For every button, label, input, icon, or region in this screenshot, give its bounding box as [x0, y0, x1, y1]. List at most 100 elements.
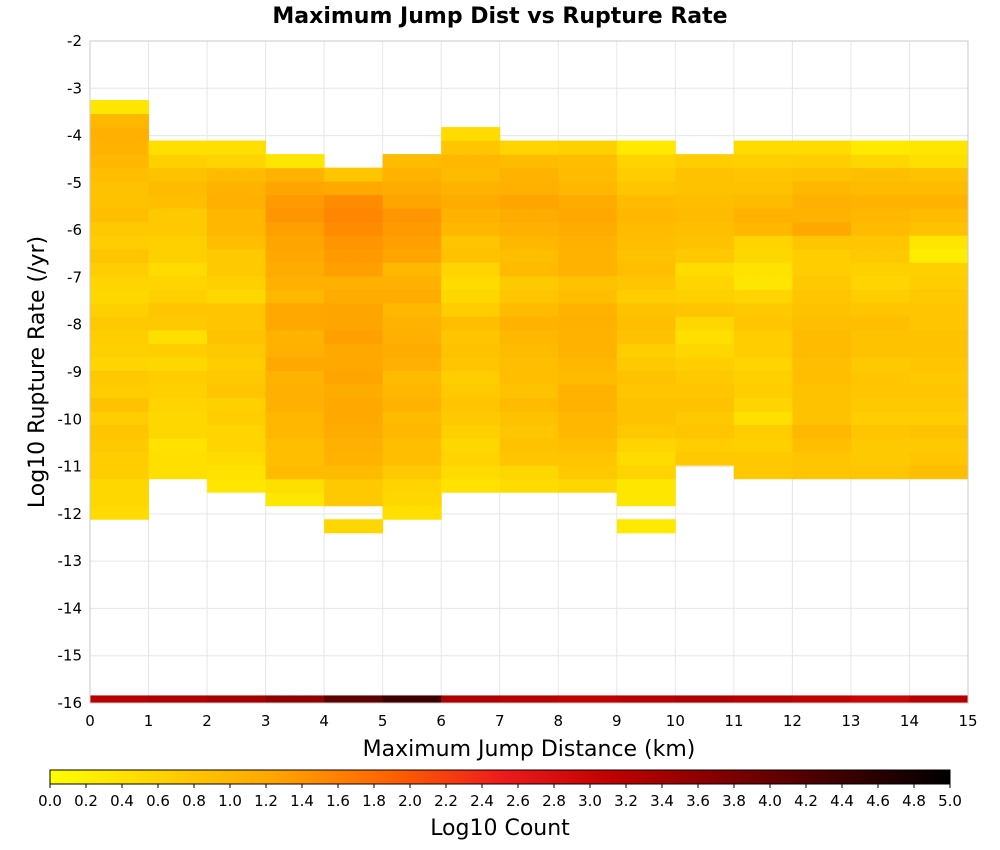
heatmap-cell: [90, 302, 150, 317]
heatmap-cell: [616, 262, 676, 277]
heatmap-cell: [558, 154, 618, 169]
colorbar-tick-label: 0.6: [146, 792, 170, 810]
heatmap-cell: [265, 329, 325, 344]
heatmap-cell: [792, 451, 852, 466]
heatmap-cell: [616, 194, 676, 209]
heatmap-cell: [675, 424, 735, 439]
heatmap-cell: [90, 478, 150, 493]
heatmap-cell: [265, 397, 325, 412]
colorbar-tick-label: 4.8: [902, 792, 926, 810]
heatmap-cell: [909, 221, 969, 236]
heatmap-cell: [90, 194, 150, 209]
heatmap-cell: [499, 329, 559, 344]
heatmap-cell: [265, 262, 325, 277]
heatmap-cell: [499, 343, 559, 358]
heatmap-cell: [207, 411, 267, 426]
heatmap-cell: [148, 438, 208, 453]
heatmap-cell: [441, 221, 501, 236]
heatmap-cell: [675, 438, 735, 453]
heatmap-cell: [850, 181, 910, 196]
colorbar-tick-label: 3.8: [722, 792, 746, 810]
heatmap-cell: [148, 181, 208, 196]
heatmap-cell: [148, 262, 208, 277]
heatmap-cell: [675, 289, 735, 304]
heatmap-cell: [148, 356, 208, 371]
heatmap-cell-bottom-row: [499, 695, 559, 703]
heatmap-cell: [675, 208, 735, 223]
heatmap-cell: [207, 289, 267, 304]
heatmap-cell: [324, 519, 384, 534]
heatmap-cell: [441, 451, 501, 466]
heatmap-cell: [207, 451, 267, 466]
heatmap-cell: [558, 208, 618, 223]
heatmap-cell: [909, 302, 969, 317]
heatmap-cell: [909, 208, 969, 223]
colorbar-tick-label: 3.4: [650, 792, 674, 810]
heatmap-cell: [499, 356, 559, 371]
heatmap-cell: [792, 370, 852, 385]
heatmap-cell: [909, 329, 969, 344]
heatmap-cell: [499, 262, 559, 277]
x-tick-label: 13: [841, 712, 860, 730]
colorbar: [49, 769, 951, 785]
heatmap-cell: [441, 262, 501, 277]
heatmap-cell: [675, 221, 735, 236]
heatmap-cell: [148, 384, 208, 399]
heatmap-cell: [207, 181, 267, 196]
heatmap-cell: [265, 478, 325, 493]
heatmap-cell: [382, 356, 442, 371]
heatmap-cell: [558, 370, 618, 385]
heatmap-cell: [90, 505, 150, 520]
heatmap-cell: [90, 492, 150, 507]
colorbar-tick-label: 1.4: [290, 792, 314, 810]
heatmap-cell: [90, 262, 150, 277]
heatmap-cell: [207, 465, 267, 480]
heatmap-cell: [850, 167, 910, 182]
heatmap-cell: [675, 262, 735, 277]
heatmap-cell: [441, 289, 501, 304]
heatmap-cell: [733, 181, 793, 196]
colorbar-tick-label: 1.6: [326, 792, 350, 810]
heatmap-cell: [441, 127, 501, 142]
heatmap-cell: [90, 113, 150, 128]
heatmap-cell: [148, 370, 208, 385]
heatmap-cell: [207, 167, 267, 182]
heatmap-cell: [324, 356, 384, 371]
heatmap-cell: [324, 235, 384, 250]
heatmap-cell: [909, 194, 969, 209]
colorbar-tick-label: 4.0: [758, 792, 782, 810]
heatmap-cell: [90, 235, 150, 250]
heatmap-cell: [148, 329, 208, 344]
heatmap-cell: [148, 465, 208, 480]
heatmap-cell: [207, 384, 267, 399]
heatmap-cell: [90, 208, 150, 223]
heatmap-cell: [850, 424, 910, 439]
heatmap-cell: [90, 451, 150, 466]
heatmap-cell: [558, 316, 618, 331]
heatmap-cell: [207, 208, 267, 223]
heatmap-cell: [90, 397, 150, 412]
heatmap-cell: [90, 356, 150, 371]
x-axis-label: Maximum Jump Distance (km): [363, 737, 696, 762]
heatmap-cell: [324, 248, 384, 263]
heatmap-cell: [616, 370, 676, 385]
heatmap-cell: [792, 384, 852, 399]
heatmap-cell: [499, 208, 559, 223]
heatmap-cell: [616, 384, 676, 399]
colorbar-tick-label: 5.0: [938, 792, 962, 810]
heatmap-cell: [148, 194, 208, 209]
heatmap-cell: [850, 221, 910, 236]
heatmap-cell: [499, 181, 559, 196]
heatmap-cell: [324, 451, 384, 466]
heatmap-cell: [850, 302, 910, 317]
heatmap-cell: [616, 424, 676, 439]
heatmap-cell: [499, 167, 559, 182]
heatmap-cell: [616, 140, 676, 155]
heatmap-cell: [792, 329, 852, 344]
heatmap-cell: [558, 221, 618, 236]
heatmap-cell: [207, 424, 267, 439]
heatmap-cell: [733, 438, 793, 453]
y-axis-label: Log10 Rupture Rate (/yr): [25, 236, 50, 508]
heatmap-cell: [558, 397, 618, 412]
heatmap-cell: [909, 235, 969, 250]
